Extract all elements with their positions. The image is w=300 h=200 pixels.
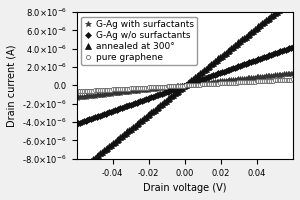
G-Ag with surfactants [195, 83, 198, 85]
X-axis label: Drain voltage (V): Drain voltage (V) [143, 183, 226, 193]
G-Ag w/o surfactants [291, 46, 295, 48]
pure graphene [133, 87, 136, 89]
G-Ag w/o surfactants [284, 48, 288, 51]
pure graphene [120, 88, 124, 90]
G-Ag w/o surfactants [246, 62, 249, 64]
annealed at 300° [246, 34, 249, 36]
Line: pure graphene: pure graphene [74, 77, 295, 94]
G-Ag with surfactants [246, 77, 249, 80]
pure graphene [75, 90, 78, 93]
G-Ag w/o surfactants [120, 107, 124, 109]
pure graphene [246, 81, 249, 83]
annealed at 300° [284, 3, 288, 6]
G-Ag with surfactants [284, 73, 288, 75]
pure graphene [284, 79, 288, 81]
G-Ag with surfactants [291, 72, 295, 75]
annealed at 300° [195, 75, 198, 77]
pure graphene [224, 82, 227, 84]
G-Ag with surfactants [75, 96, 78, 99]
G-Ag w/o surfactants [133, 102, 136, 104]
G-Ag w/o surfactants [75, 123, 78, 125]
annealed at 300° [224, 51, 227, 54]
annealed at 300° [133, 124, 136, 127]
Legend: G-Ag with surfactants, G-Ag w/o surfactants, annealed at 300°, pure graphene: G-Ag with surfactants, G-Ag w/o surfacta… [81, 17, 197, 65]
G-Ag w/o surfactants [224, 70, 227, 72]
G-Ag with surfactants [224, 80, 227, 82]
pure graphene [291, 78, 295, 81]
annealed at 300° [120, 135, 124, 137]
G-Ag w/o surfactants [195, 80, 198, 82]
Line: annealed at 300°: annealed at 300° [74, 0, 296, 175]
Line: G-Ag w/o surfactants: G-Ag w/o surfactants [74, 45, 295, 126]
G-Ag with surfactants [120, 91, 124, 94]
pure graphene [195, 84, 198, 86]
Y-axis label: Drain current (A): Drain current (A) [7, 44, 17, 127]
annealed at 300° [75, 171, 78, 174]
G-Ag with surfactants [133, 90, 136, 92]
Line: G-Ag with surfactants: G-Ag with surfactants [74, 71, 296, 100]
